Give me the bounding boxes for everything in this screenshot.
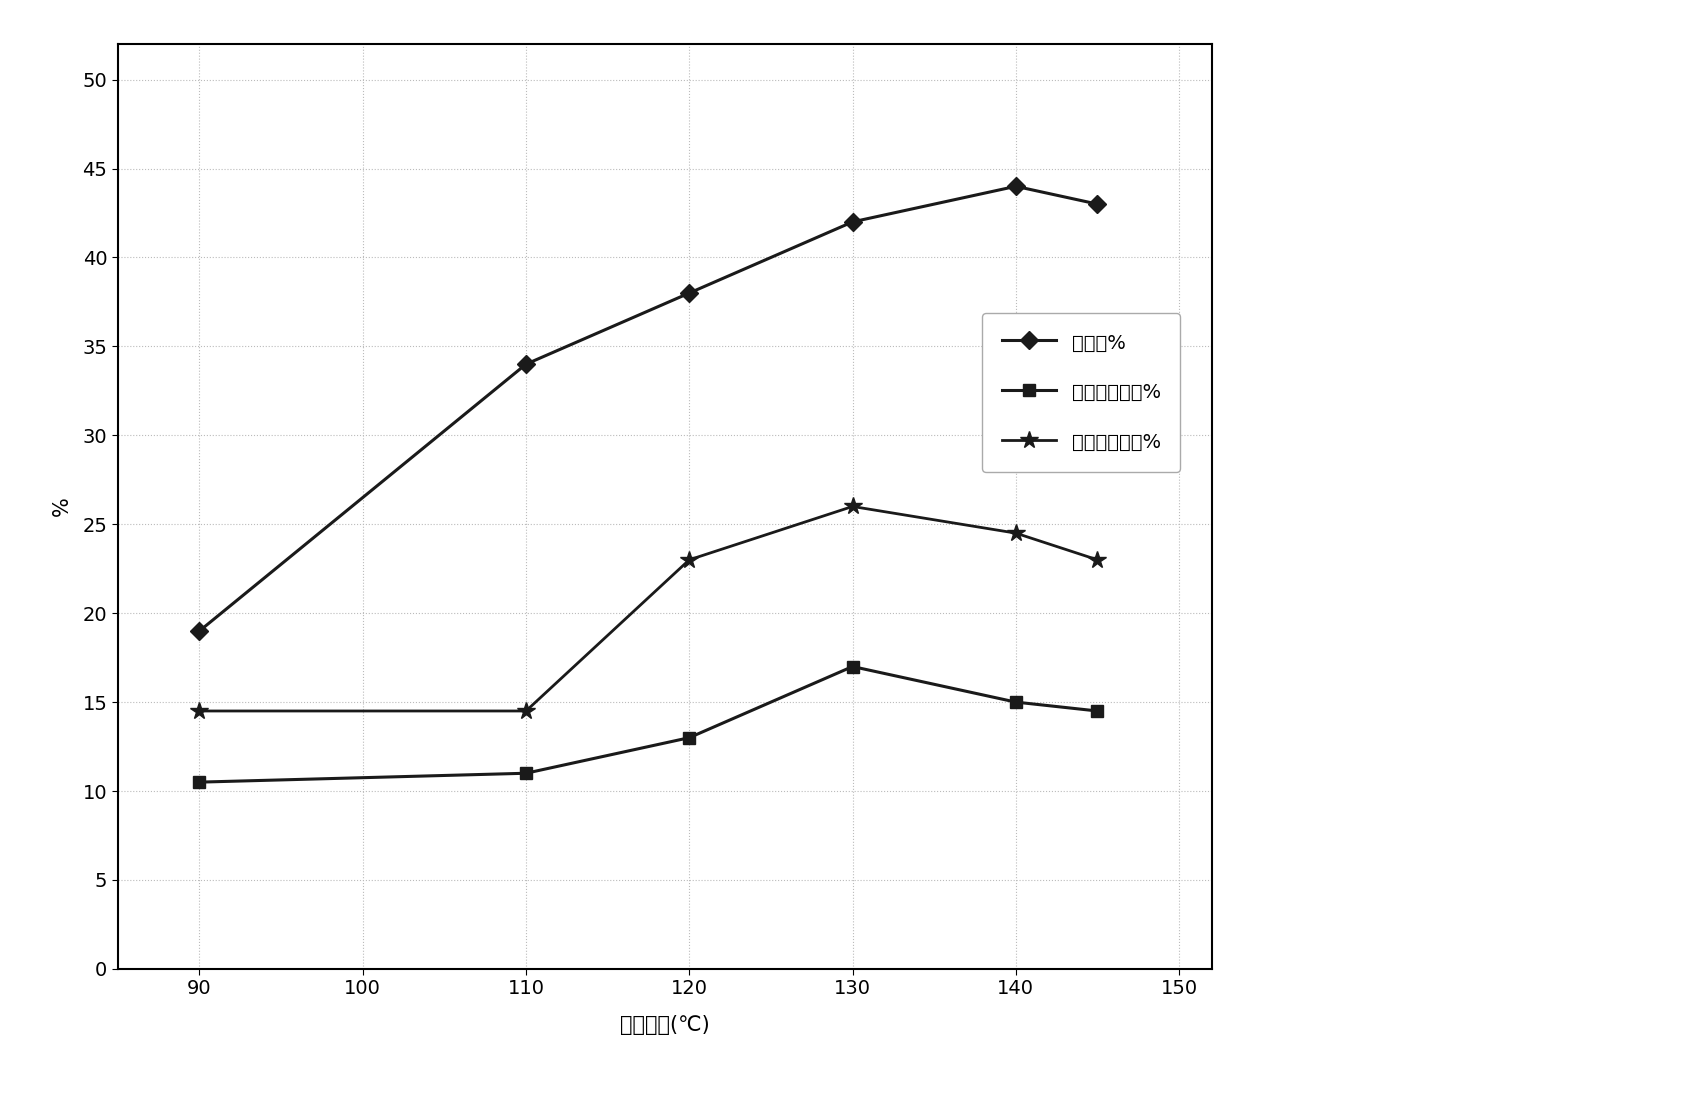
环己酮选择性%: [843, 500, 863, 513]
环己酮选择性%: [190, 705, 210, 718]
环己酮选择性%: [1087, 553, 1107, 566]
Line: 环己醇选择性%: 环己醇选择性%: [193, 661, 1103, 788]
转化率%: [843, 216, 863, 229]
转化率%: [1087, 197, 1107, 210]
转化率%: [680, 286, 700, 299]
转化率%: [190, 624, 210, 637]
环己醇选择性%: [1006, 696, 1026, 709]
环己醇选择性%: [680, 731, 700, 744]
环己酮选择性%: [680, 553, 700, 566]
环己醇选择性%: [843, 659, 863, 673]
环己酮选择性%: [1006, 526, 1026, 539]
Legend: 转化率%, 环己醇选择性%, 环己酮选择性%: 转化率%, 环己醇选择性%, 环己酮选择性%: [982, 313, 1179, 471]
Y-axis label: %: %: [52, 497, 71, 516]
X-axis label: 反应温度(℃): 反应温度(℃): [619, 1015, 710, 1035]
Line: 转化率%: 转化率%: [193, 181, 1103, 637]
环己醇选择性%: [1087, 705, 1107, 718]
转化率%: [516, 358, 537, 371]
环己醇选择性%: [190, 775, 210, 788]
Line: 环己酮选择性%: 环己酮选择性%: [190, 498, 1105, 720]
转化率%: [1006, 179, 1026, 193]
环己醇选择性%: [516, 766, 537, 780]
环己酮选择性%: [516, 705, 537, 718]
